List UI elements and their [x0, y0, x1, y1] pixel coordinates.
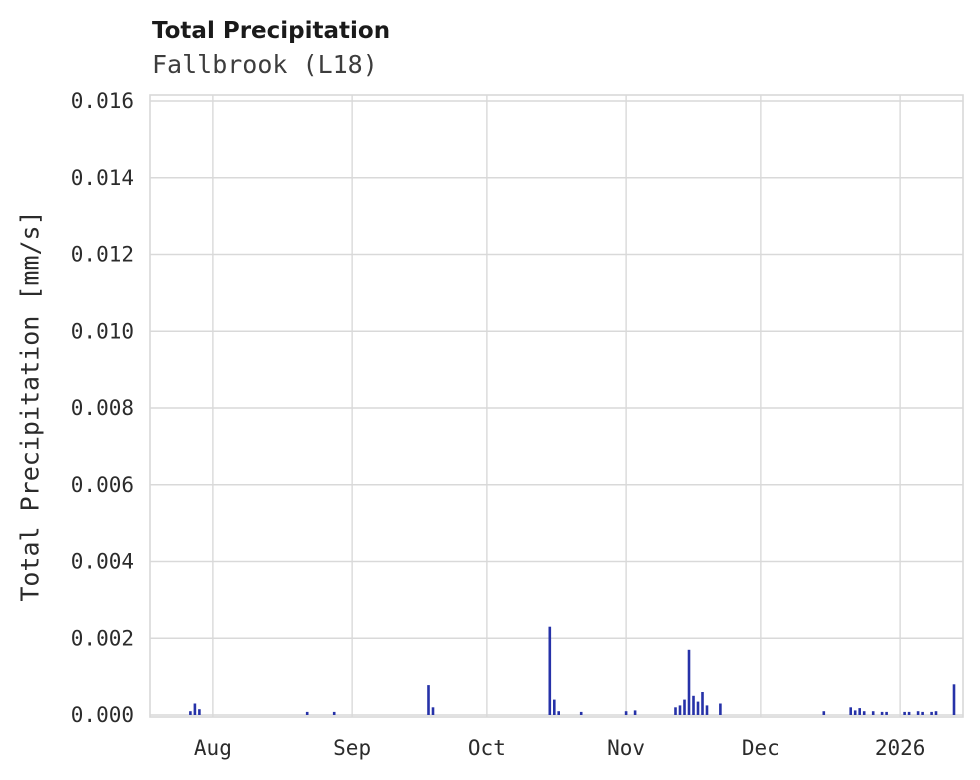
x-tick-label: 2026 — [875, 736, 926, 760]
data-bar — [692, 695, 695, 715]
data-bar — [871, 711, 875, 715]
data-bar — [921, 711, 924, 715]
data-bar — [678, 705, 682, 715]
y-tick-label: 0.016 — [71, 89, 134, 113]
data-bar — [907, 711, 911, 715]
data-bar — [952, 684, 956, 715]
y-tick-label: 0.010 — [71, 319, 134, 343]
x-tick-label: Oct — [468, 736, 506, 760]
data-bar — [701, 692, 704, 715]
y-tick-label: 0.008 — [71, 396, 134, 420]
data-bar — [858, 708, 861, 715]
data-bar — [885, 711, 888, 715]
y-tick-label: 0.006 — [71, 473, 134, 497]
data-bar — [687, 649, 691, 715]
data-bar — [198, 709, 201, 715]
data-bar — [849, 707, 852, 715]
x-tick-label: Nov — [607, 736, 645, 760]
y-tick-label: 0.014 — [71, 166, 134, 190]
data-bar — [553, 699, 556, 715]
data-bar — [719, 703, 722, 715]
data-bar — [853, 710, 857, 715]
data-bar — [557, 711, 560, 715]
y-tick-label: 0.004 — [71, 550, 134, 574]
data-bar — [930, 711, 933, 715]
data-bar — [431, 707, 435, 715]
data-bar — [934, 711, 938, 715]
data-bar — [903, 711, 906, 715]
chart-subtitle: Fallbrook (L18) — [152, 50, 378, 79]
data-bar — [305, 711, 309, 715]
x-tick-label: Sep — [333, 736, 371, 760]
data-bar — [548, 626, 552, 715]
data-bar — [193, 703, 197, 715]
data-bar — [674, 707, 677, 715]
data-bar — [696, 701, 700, 715]
data-bar — [624, 711, 628, 715]
data-bar — [916, 711, 920, 715]
y-axis-label: Total Precipitation [mm/s] — [15, 210, 45, 602]
data-bar — [633, 710, 637, 715]
data-bar — [427, 685, 430, 715]
data-bar — [862, 711, 866, 715]
y-tick-label: 0.012 — [71, 243, 134, 267]
chart-title: Total Precipitation — [152, 18, 391, 44]
data-bar — [332, 711, 336, 715]
data-bar — [683, 699, 686, 715]
data-bar — [705, 705, 709, 715]
data-bar — [880, 711, 884, 715]
x-tick-label: Aug — [194, 736, 232, 760]
y-tick-label: 0.002 — [71, 626, 134, 650]
data-bar — [579, 711, 583, 715]
plot-border — [149, 94, 964, 718]
data-bar — [189, 711, 192, 715]
x-tick-label: Dec — [742, 736, 780, 760]
plot-area — [150, 95, 963, 717]
y-tick-label: 0.000 — [71, 703, 134, 727]
data-bar — [822, 711, 826, 715]
